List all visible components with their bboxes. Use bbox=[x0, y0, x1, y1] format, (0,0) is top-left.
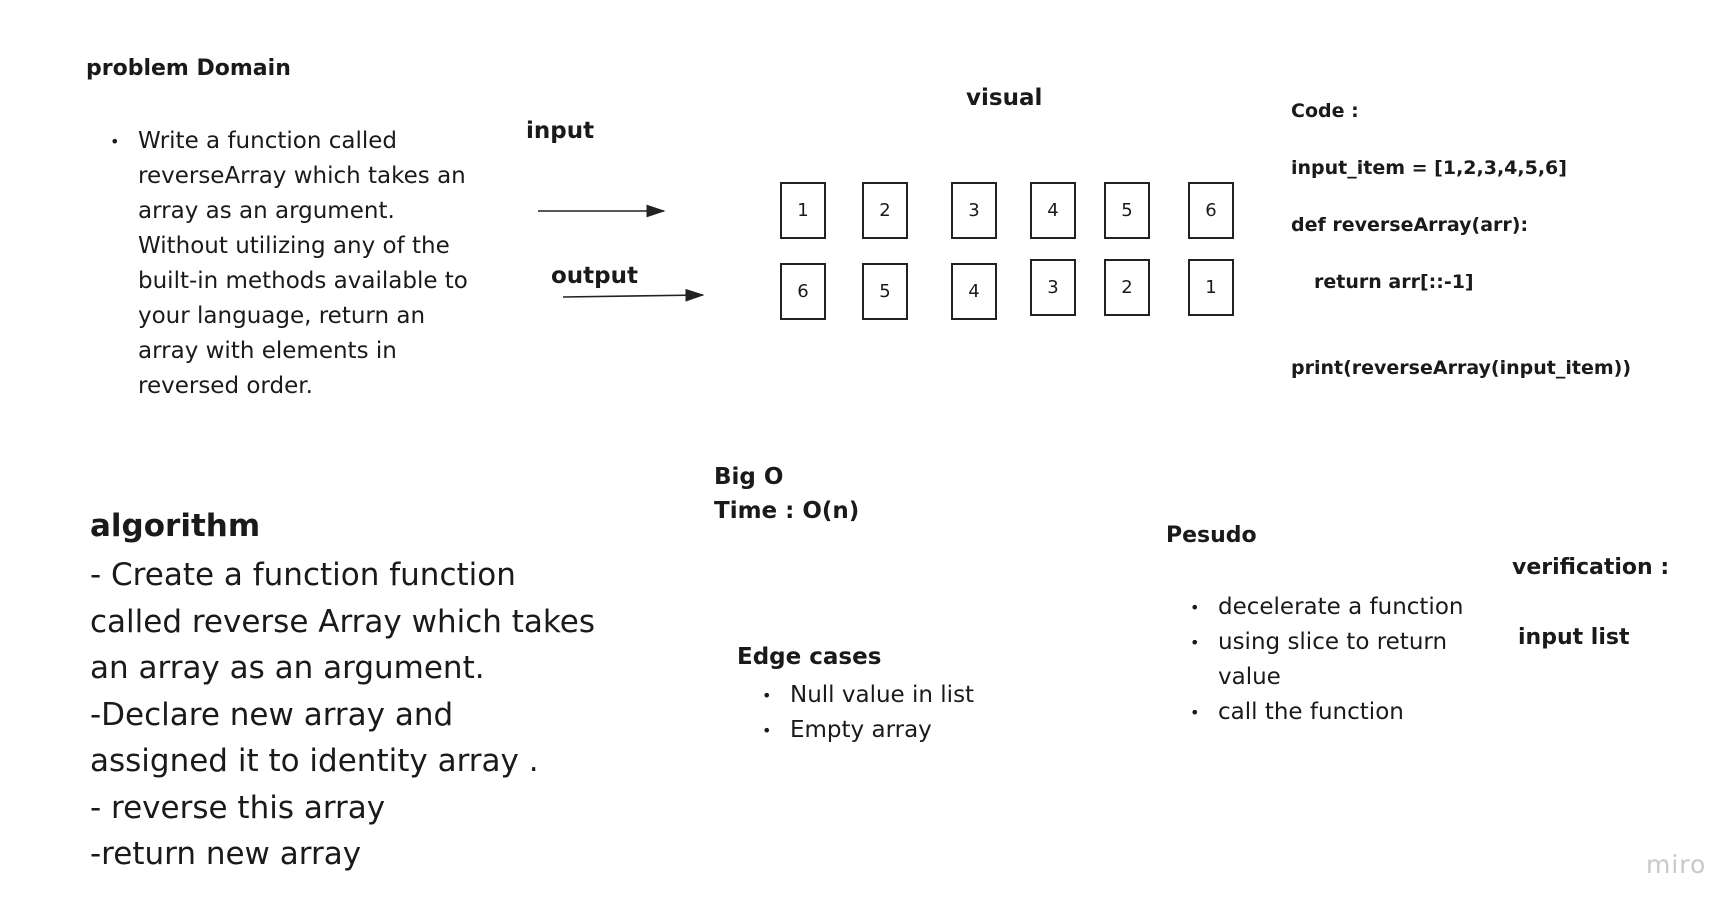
pseudo-list: decelerate a function using slice to ret… bbox=[1190, 590, 1490, 730]
pseudo-item: call the function bbox=[1190, 695, 1490, 730]
algorithm-line: - reverse this array bbox=[90, 789, 386, 826]
code-line: print(reverseArray(input_item)) bbox=[1291, 357, 1632, 379]
problem-domain-bullet: Write a function called reverseArray whi… bbox=[110, 124, 470, 404]
input-cell: 2 bbox=[862, 182, 908, 239]
algorithm-line: -Declare new array and bbox=[90, 696, 454, 733]
output-cell: 4 bbox=[951, 263, 997, 320]
algorithm-line: - Create a function function bbox=[90, 557, 516, 593]
code-line: input_item = [1,2,3,4,5,6] bbox=[1291, 157, 1567, 179]
algorithm-line: called reverse Array which takes bbox=[90, 603, 595, 640]
algorithm-title: algorithm bbox=[90, 508, 261, 544]
pseudo-item: decelerate a function bbox=[1190, 590, 1490, 625]
input-cell: 4 bbox=[1030, 182, 1076, 239]
big-o-title: Big O bbox=[714, 464, 784, 490]
problem-domain-list: Write a function called reverseArray whi… bbox=[110, 124, 470, 404]
edge-cases-title: Edge cases bbox=[737, 644, 882, 670]
output-cell: 6 bbox=[780, 263, 826, 320]
edge-case-item: Null value in list bbox=[762, 678, 974, 713]
algorithm-line: -return new array bbox=[90, 836, 362, 872]
output-cell: 1 bbox=[1188, 259, 1234, 316]
input-cell: 6 bbox=[1188, 182, 1234, 239]
problem-domain-title: problem Domain bbox=[86, 56, 291, 81]
code-heading: Code : bbox=[1291, 100, 1359, 122]
output-cell: 3 bbox=[1030, 259, 1076, 316]
verification-input-label: input list bbox=[1518, 625, 1630, 650]
input-label: input bbox=[526, 118, 595, 144]
output-label: output bbox=[551, 263, 639, 289]
input-cell: 1 bbox=[780, 182, 826, 239]
algorithm-steps: - Create a function function called reve… bbox=[90, 552, 650, 878]
input-cell: 3 bbox=[951, 182, 997, 239]
visual-title: visual bbox=[966, 85, 1043, 111]
algorithm-line: an array as an argument. bbox=[90, 650, 485, 686]
code-line: def reverseArray(arr): bbox=[1291, 214, 1529, 236]
pseudo-title: Pesudo bbox=[1166, 523, 1257, 548]
algorithm-line: assigned it to identity array . bbox=[90, 743, 539, 779]
miro-watermark: miro bbox=[1646, 850, 1707, 879]
output-cell: 2 bbox=[1104, 259, 1150, 316]
code-line: return arr[::-1] bbox=[1314, 271, 1474, 293]
verification-title: verification : bbox=[1512, 555, 1670, 580]
pseudo-item: using slice to return value bbox=[1190, 625, 1490, 695]
big-o-time: Time : O(n) bbox=[714, 498, 860, 524]
output-cell: 5 bbox=[862, 263, 908, 320]
input-cell: 5 bbox=[1104, 182, 1150, 239]
edge-cases-list: Null value in list Empty array bbox=[762, 678, 974, 748]
edge-case-item: Empty array bbox=[762, 713, 974, 748]
